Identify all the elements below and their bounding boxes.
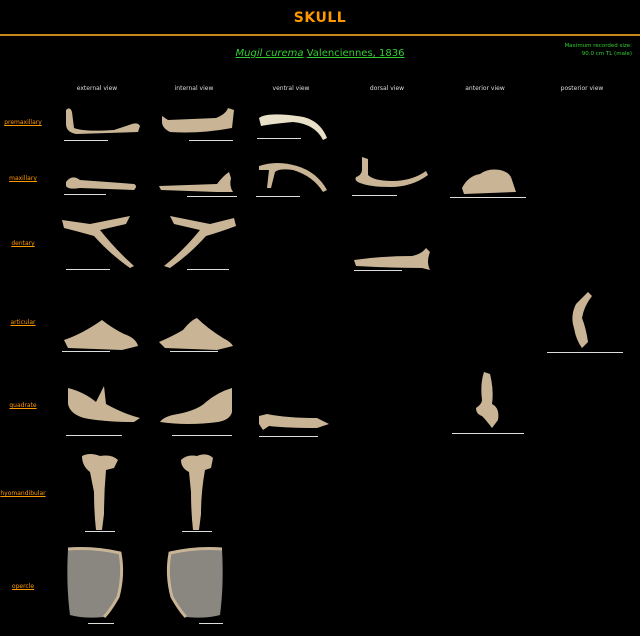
maxillary-external-image[interactable] — [64, 172, 144, 196]
row-label-dentary[interactable]: dentary — [11, 240, 35, 247]
row-label-opercle[interactable]: opercle — [11, 583, 35, 590]
row-label-premaxillary[interactable]: premaxillary — [4, 119, 42, 126]
max-size-label: Maximum recorded size: — [564, 43, 632, 49]
articular-posterior-image[interactable] — [566, 290, 596, 352]
maxillary-dorsal-image[interactable] — [352, 155, 432, 191]
quadrate-internal-image[interactable] — [158, 384, 238, 428]
max-size-note: Maximum recorded size: 90.0 cm TL (male) — [564, 42, 632, 58]
articular-external-scale-bar — [62, 351, 110, 352]
articular-internal-scale-bar — [170, 351, 218, 352]
row-label-maxillary[interactable]: maxillary — [9, 175, 37, 182]
col-header-anterior: anterior view — [465, 85, 505, 92]
row-label-articular[interactable]: articular — [10, 319, 36, 326]
col-header-external: external view — [76, 85, 118, 92]
col-header-internal: internal view — [174, 85, 214, 92]
hyomandibular-external-scale-bar — [85, 531, 115, 532]
articular-internal-image[interactable] — [157, 316, 237, 352]
opercle-external-image[interactable] — [64, 545, 126, 621]
max-size-value: 90.0 cm TL (male) — [581, 51, 632, 57]
premaxillary-ventral-scale-bar — [257, 138, 301, 139]
hyomandibular-internal-scale-bar — [182, 531, 212, 532]
quadrate-anterior-scale-bar — [452, 433, 524, 434]
quadrate-external-scale-bar — [66, 435, 122, 436]
dentary-internal-scale-bar — [187, 269, 229, 270]
maxillary-ventral-scale-bar — [256, 196, 300, 197]
quadrate-ventral-image[interactable] — [257, 410, 337, 434]
articular-external-image[interactable] — [62, 316, 142, 352]
page-title: SKULL — [293, 10, 347, 26]
dentary-dorsal-image[interactable] — [352, 248, 432, 272]
maxillary-ventral-image[interactable] — [257, 160, 337, 194]
dentary-external-scale-bar — [66, 269, 110, 270]
premaxillary-internal-image[interactable] — [160, 106, 240, 136]
quadrate-ventral-scale-bar — [259, 436, 318, 437]
col-header-dorsal: dorsal view — [369, 85, 405, 92]
row-label-quadrate[interactable]: quadrate — [9, 402, 37, 409]
opercle-external-scale-bar — [88, 623, 114, 624]
dentary-internal-image[interactable] — [160, 214, 240, 270]
species-author[interactable]: Valenciennes, 1836 — [306, 48, 405, 59]
hyomandibular-external-image[interactable] — [80, 452, 120, 532]
premaxillary-external-scale-bar — [64, 140, 108, 141]
title-divider — [0, 34, 640, 36]
dentary-external-image[interactable] — [60, 214, 140, 270]
articular-posterior-scale-bar — [547, 352, 623, 353]
species-scientific-name[interactable]: Mugil curema — [235, 48, 304, 59]
quadrate-internal-scale-bar — [172, 435, 232, 436]
dentary-dorsal-scale-bar — [354, 270, 402, 271]
maxillary-internal-image[interactable] — [157, 170, 237, 196]
maxillary-external-scale-bar — [64, 194, 106, 195]
premaxillary-internal-scale-bar — [189, 140, 233, 141]
maxillary-dorsal-scale-bar — [352, 195, 397, 196]
maxillary-anterior-scale-bar — [450, 197, 526, 198]
opercle-internal-scale-bar — [199, 623, 223, 624]
maxillary-internal-scale-bar — [187, 196, 237, 197]
maxillary-anterior-image[interactable] — [460, 166, 520, 196]
quadrate-external-image[interactable] — [64, 384, 144, 428]
premaxillary-external-image[interactable] — [64, 104, 144, 134]
quadrate-anterior-image[interactable] — [470, 370, 510, 430]
species-name: Mugil curema Valenciennes, 1836 — [0, 48, 640, 59]
opercle-internal-image[interactable] — [164, 545, 226, 621]
col-header-posterior: posterior view — [560, 85, 604, 92]
col-header-ventral: ventral view — [272, 85, 310, 92]
hyomandibular-internal-image[interactable] — [177, 452, 217, 532]
premaxillary-ventral-image[interactable] — [257, 110, 337, 150]
row-label-hyomandibular[interactable]: hyomandibular — [0, 490, 46, 497]
